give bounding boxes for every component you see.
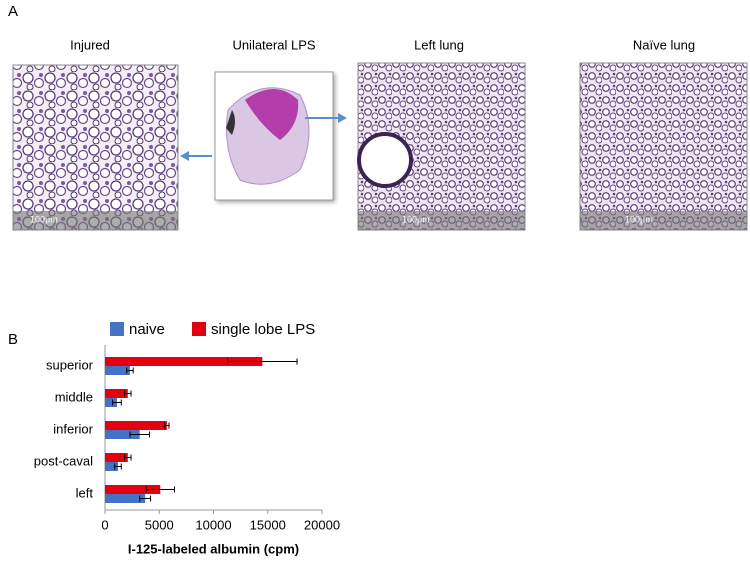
y-tick-label: superior [46,357,94,372]
bar [105,357,263,366]
bar [105,421,167,430]
x-tick-label: 5000 [145,517,174,532]
error-bar [114,463,122,470]
error-bar [145,486,175,493]
legend-label: naive [129,321,165,338]
scale-label: 100μm [625,214,653,224]
image-title: Injured [70,37,110,52]
panel-label: B [8,331,18,348]
scale-label: 100μm [402,214,430,224]
arrow-head [338,113,347,123]
bar [105,366,130,375]
image-title: Unilateral LPS [232,37,315,52]
image-title: Naïve lung [633,37,695,52]
error-bar [164,422,170,429]
bar [105,485,161,494]
scale-bar [13,211,178,230]
x-tick-label: 0 [101,517,108,532]
micrograph [12,64,179,231]
bar [105,430,140,439]
error-bar [126,367,134,374]
scale-label: 100μm [30,214,58,224]
error-bar [139,495,152,502]
vessel [357,132,413,188]
tissue-mark [226,110,235,135]
legend-swatch [192,322,206,336]
scale-bar [358,211,525,230]
y-tick-label: middle [55,389,93,404]
legend-label: single lobe LPS [211,321,315,338]
legend-swatch [110,322,124,336]
x-axis-title: I-125-labeled albumin (cpm) [128,541,299,556]
y-tick-label: left [76,485,94,500]
x-tick-label: 15000 [250,517,286,532]
error-bar [124,454,132,461]
bar [105,462,119,471]
bar [105,389,128,398]
image-title: Left lung [414,37,464,52]
error-bar [129,431,150,438]
arrow-head [180,151,189,161]
x-tick-label: 10000 [195,517,231,532]
y-tick-label: post-caval [34,453,93,468]
scale-bar [580,211,747,230]
heart-section [245,89,299,140]
bar-chart: naive single lobe LPS 0 5000 10000 15000 20000… [34,321,340,556]
x-tick-label: 20000 [304,517,340,532]
error-bar [227,358,298,365]
bar [105,398,117,407]
micrograph [579,62,748,231]
bar [105,453,128,462]
bar [105,494,146,503]
error-bar [112,399,122,406]
panel-label: A [8,3,18,20]
y-tick-label: inferior [53,421,93,436]
error-bar [124,390,132,397]
